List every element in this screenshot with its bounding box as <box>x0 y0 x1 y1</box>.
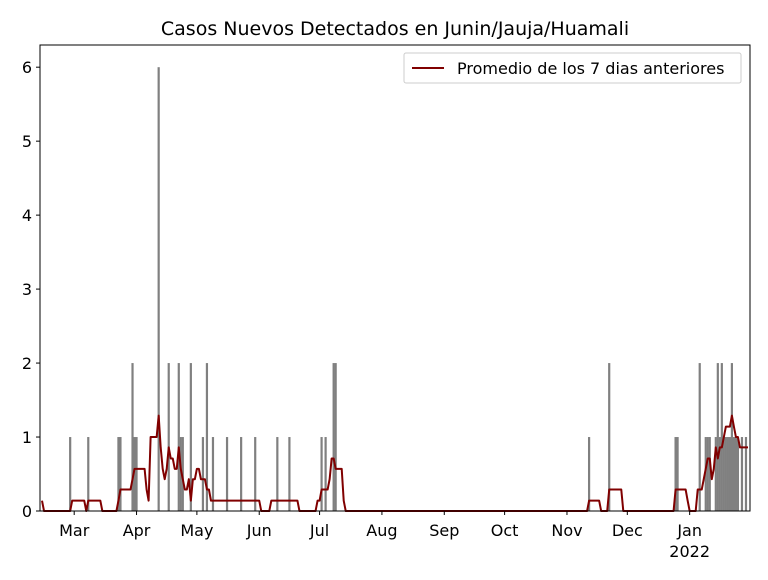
bar <box>87 437 90 511</box>
series-line-promedio <box>41 414 748 512</box>
bar <box>708 437 711 511</box>
y-axis: 0 1 2 3 4 5 6 <box>22 58 40 521</box>
y-tick-label: 3 <box>22 280 32 299</box>
bar <box>726 437 729 511</box>
bar <box>716 363 719 511</box>
x-tick-label: Nov <box>551 521 582 540</box>
bar <box>722 437 725 511</box>
legend: Promedio de los 7 dias anteriores <box>403 52 742 84</box>
bar <box>720 363 723 511</box>
bar <box>732 437 736 511</box>
bar <box>724 437 727 511</box>
bar <box>157 67 160 511</box>
bar <box>587 437 591 511</box>
bar <box>728 437 731 511</box>
legend-box <box>403 52 742 84</box>
bar <box>332 363 335 511</box>
x-tick-label: Oct <box>491 521 519 540</box>
x-tick-year-label: 2022 <box>669 542 710 561</box>
bar <box>119 437 122 511</box>
x-tick-label: May <box>180 521 213 540</box>
bar <box>698 363 701 511</box>
bar <box>676 437 679 511</box>
x-tick-label: Aug <box>366 521 397 540</box>
x-tick-label: Jan <box>676 521 702 540</box>
bar <box>706 437 709 511</box>
bar <box>740 437 744 511</box>
bar <box>135 437 138 511</box>
bar <box>744 437 748 511</box>
bar <box>608 363 611 511</box>
bar <box>730 363 733 511</box>
bar <box>225 437 229 511</box>
line-layer <box>41 414 748 512</box>
y-tick-label: 2 <box>22 354 32 373</box>
chart-title: Casos Nuevos Detectados en Junin/Jauja/H… <box>161 18 629 40</box>
bar <box>320 437 323 511</box>
bar <box>240 437 243 511</box>
y-tick-label: 0 <box>22 502 32 521</box>
y-tick-label: 6 <box>22 58 32 77</box>
bar <box>718 437 721 511</box>
bar <box>736 437 740 511</box>
bar <box>69 437 72 511</box>
y-tick-label: 5 <box>22 132 32 151</box>
bar <box>674 437 677 511</box>
bar <box>201 437 205 511</box>
bar <box>714 437 717 511</box>
x-tick-label: Jun <box>246 521 272 540</box>
bars-layer <box>69 67 748 511</box>
bar <box>334 363 337 511</box>
x-tick-label: Dec <box>612 521 643 540</box>
bar <box>324 437 327 511</box>
y-tick-label: 1 <box>22 428 32 447</box>
x-tick-label: Mar <box>59 521 90 540</box>
bar <box>189 363 192 511</box>
bar <box>131 363 134 511</box>
x-axis: Mar Apr May Jun Jul Aug Sep Oct Nov Dec Jan 2022 <box>59 511 710 561</box>
bar <box>117 437 120 511</box>
bar <box>288 437 291 511</box>
plot-frame <box>39 44 751 512</box>
legend-entry-label: Promedio de los 7 dias anteriores <box>457 59 724 78</box>
y-tick-label: 4 <box>22 206 32 225</box>
bar <box>211 437 215 511</box>
x-tick-label: Jul <box>309 521 329 540</box>
bar <box>276 437 279 511</box>
bar <box>177 363 180 511</box>
x-tick-label: Apr <box>123 521 151 540</box>
bar <box>205 363 209 511</box>
bar <box>167 363 170 511</box>
bar <box>734 437 738 511</box>
bar <box>254 437 257 511</box>
x-tick-label: Sep <box>429 521 459 540</box>
